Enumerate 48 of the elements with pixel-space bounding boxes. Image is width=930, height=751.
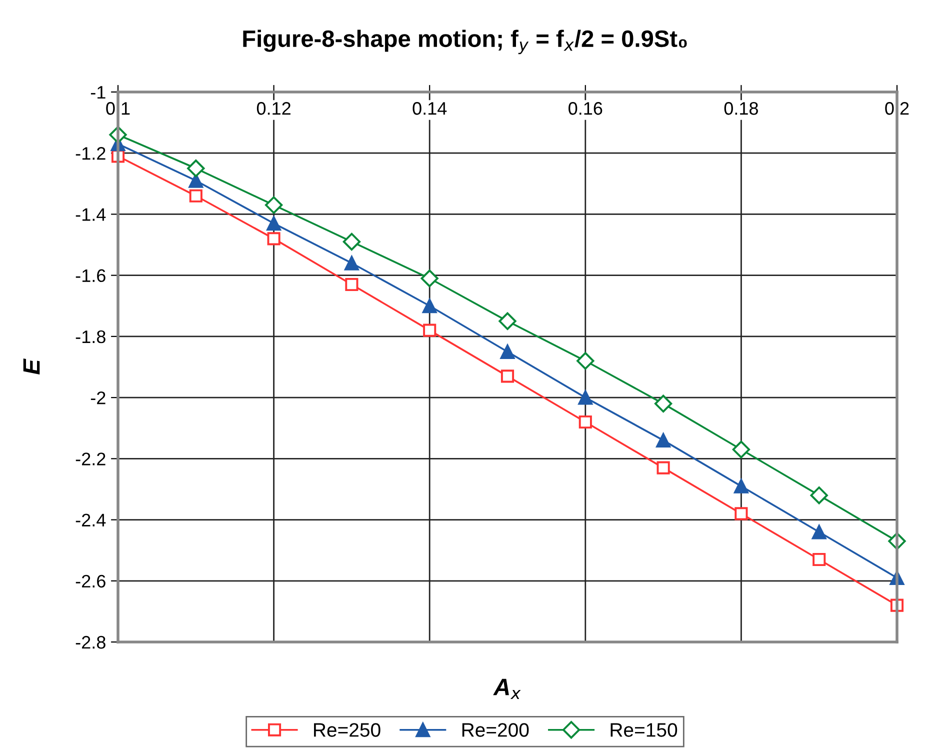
legend-label: Re=200 [462, 723, 529, 737]
y-tick-label: -1.6 [76, 269, 106, 282]
y-tick-label: -1.4 [76, 208, 106, 221]
point [500, 370, 514, 383]
legend-label: Re=250 [314, 723, 380, 737]
y-tick-label: -1.2 [76, 147, 106, 160]
point [420, 270, 438, 288]
point [498, 312, 516, 330]
x-tick-label: 0.2 [885, 102, 909, 115]
point [500, 344, 515, 359]
y-tick-label: -2.2 [76, 452, 106, 466]
point [344, 256, 359, 270]
point [578, 415, 592, 429]
point [812, 552, 826, 566]
point [734, 478, 748, 494]
point [423, 324, 436, 337]
point [422, 298, 437, 314]
point [342, 232, 361, 251]
point [732, 440, 750, 458]
point [187, 160, 205, 178]
x-tick-label: 0.14 [412, 102, 447, 115]
x-tick-label: 0.1 [106, 102, 130, 115]
y-tick-label: -1 [90, 86, 106, 99]
x-tick-label: 0.12 [256, 102, 290, 115]
point [266, 216, 282, 231]
y-tick-label: -2.8 [76, 636, 106, 649]
point [810, 486, 828, 504]
point [345, 278, 358, 292]
point [264, 196, 283, 214]
chart-title: Figure-8-shape motion; f$_{y}$ = f$_{x}$/2 = 0.9St₀ [243, 30, 687, 54]
point [654, 394, 672, 412]
point [656, 433, 671, 448]
y-tick-label: -2.6 [76, 574, 106, 588]
y-tick-label: -2 [90, 391, 106, 404]
point [578, 390, 593, 405]
x-tick-label: 0.16 [568, 102, 602, 115]
point [656, 461, 670, 474]
point [734, 507, 748, 520]
x-tick-label: 0.18 [724, 102, 758, 115]
legend-label: Re=150 [610, 723, 678, 737]
point [267, 232, 280, 246]
x-axis-title: A$_{x}$ [493, 678, 521, 700]
y-tick-label: -2.4 [76, 514, 106, 526]
point [189, 189, 202, 202]
y-tick-label: -1.8 [76, 330, 106, 344]
point [576, 352, 594, 370]
y-axis-title: E [23, 358, 40, 374]
point [812, 524, 826, 540]
